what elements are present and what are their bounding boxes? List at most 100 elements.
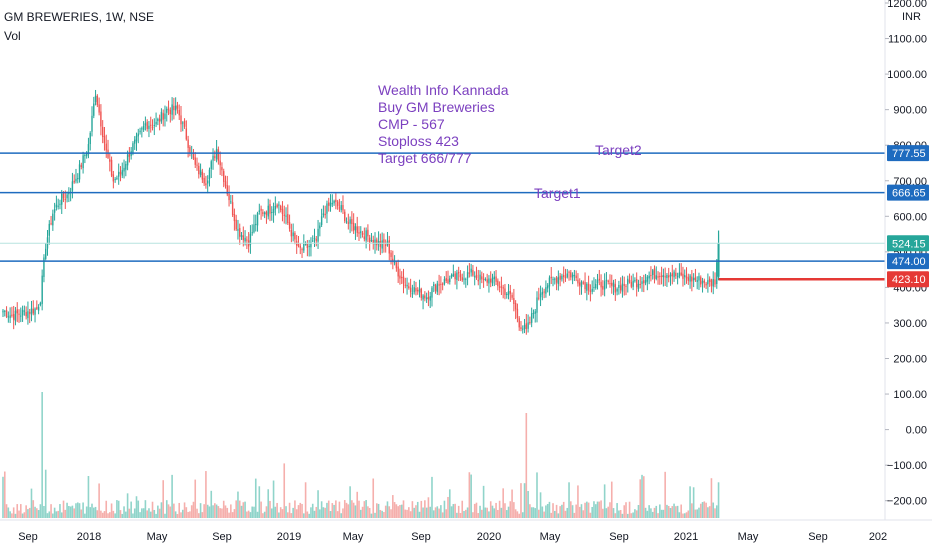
volume-bar — [632, 512, 634, 518]
candle-body — [367, 229, 369, 237]
candle-body — [509, 290, 511, 294]
candle-body — [21, 309, 24, 316]
volume-bar — [571, 505, 574, 518]
volume-bar — [326, 502, 328, 518]
candle-body — [563, 275, 565, 277]
candle-body — [454, 273, 456, 280]
annotation-line: Stoploss 423 — [378, 133, 459, 149]
volume-bar — [541, 506, 544, 518]
price-tag-box — [887, 271, 929, 288]
volume-bar — [192, 501, 195, 518]
volume-bar — [671, 506, 674, 518]
candle-body — [712, 279, 714, 287]
candle-body — [714, 279, 716, 285]
time-axis[interactable]: Sep 2018 May Sep 2019 May Sep 2020 May Sep 2021 May… — [18, 531, 887, 543]
volume-bar — [144, 500, 147, 518]
volume-bar — [210, 490, 213, 518]
candle-body — [263, 212, 266, 214]
volume-bar — [149, 511, 152, 518]
candle-body — [183, 120, 186, 127]
y-tick-label: 900.00 — [893, 105, 927, 117]
candle-body — [659, 276, 661, 278]
price-tag-label: 524.15 — [892, 238, 926, 250]
candle-body — [611, 282, 613, 286]
volume-bar — [614, 513, 617, 518]
candle-body — [582, 282, 584, 284]
volume-bar — [701, 502, 704, 518]
candle-body — [401, 277, 403, 279]
volume-bar — [676, 505, 679, 518]
candle-body — [605, 279, 608, 281]
candle-body — [422, 295, 424, 300]
candle-body — [618, 284, 620, 288]
volume-bar — [96, 510, 99, 518]
volume-bar — [356, 491, 359, 518]
volume-bar — [639, 479, 642, 518]
candle-body — [383, 239, 385, 244]
candle-body — [566, 273, 568, 278]
candle-body — [87, 144, 90, 155]
candle-body — [436, 283, 439, 293]
candle-body — [78, 164, 81, 180]
candle-body — [144, 123, 147, 126]
candle-body — [452, 273, 455, 276]
volume-bar — [505, 510, 508, 518]
volume-bar — [315, 506, 318, 518]
candle-body — [557, 277, 560, 285]
candle-body — [53, 209, 56, 213]
y-tick-label: −200.00 — [887, 496, 927, 508]
candle-body — [591, 288, 593, 292]
volume-bar — [653, 507, 656, 518]
candle-body — [593, 286, 595, 288]
volume-bar — [630, 513, 633, 518]
volume-bar — [555, 504, 558, 518]
candle-body — [675, 272, 677, 276]
candle-body — [233, 214, 236, 222]
volume-bar — [206, 504, 209, 518]
candle-body — [221, 167, 223, 171]
x-tick-label: Sep — [212, 531, 232, 543]
chart-title: GM BREWERIES, 1W, NSE — [4, 10, 154, 24]
volume-bar — [680, 504, 682, 518]
volume-bar — [612, 508, 615, 518]
candle-body — [678, 272, 681, 277]
candle-body — [653, 268, 656, 279]
volume-bar — [279, 507, 282, 518]
candle-body — [112, 174, 115, 182]
volume-bar — [675, 506, 677, 518]
candle-body — [187, 139, 189, 148]
candle-body — [447, 279, 449, 284]
volume-bar — [650, 508, 652, 518]
volume-bar — [222, 500, 225, 518]
candle-body — [698, 276, 700, 281]
volume-bar — [103, 511, 106, 518]
candle-body — [490, 278, 492, 283]
candle-body — [579, 282, 581, 286]
volume-bar — [685, 512, 688, 518]
volume-bar — [367, 506, 369, 518]
candle-body — [251, 232, 253, 234]
volume-bar — [82, 502, 84, 518]
volume-bar — [488, 511, 490, 518]
volume-bar — [224, 505, 227, 518]
candle-body — [308, 245, 310, 247]
volume-bar — [603, 484, 606, 518]
candle-body — [666, 275, 668, 279]
candle-body — [155, 121, 157, 125]
volume-bar — [347, 504, 350, 518]
volume-bar — [327, 500, 330, 518]
volume-bar — [368, 507, 371, 518]
candle-body — [411, 293, 414, 295]
volume-bar — [660, 509, 663, 518]
volume-bar — [635, 510, 638, 518]
candle-body — [637, 283, 640, 289]
volume-bar — [85, 506, 88, 518]
candle-body — [420, 288, 422, 298]
volume-bar — [395, 504, 398, 518]
volume-bar — [7, 507, 10, 518]
volume-bar — [393, 502, 396, 518]
volume-bar — [427, 497, 430, 518]
candle-body — [682, 273, 684, 279]
price-axis[interactable]: 1200.001100.001000.00900.00800.00700.006… — [885, 0, 927, 508]
volume-bar — [116, 500, 118, 518]
